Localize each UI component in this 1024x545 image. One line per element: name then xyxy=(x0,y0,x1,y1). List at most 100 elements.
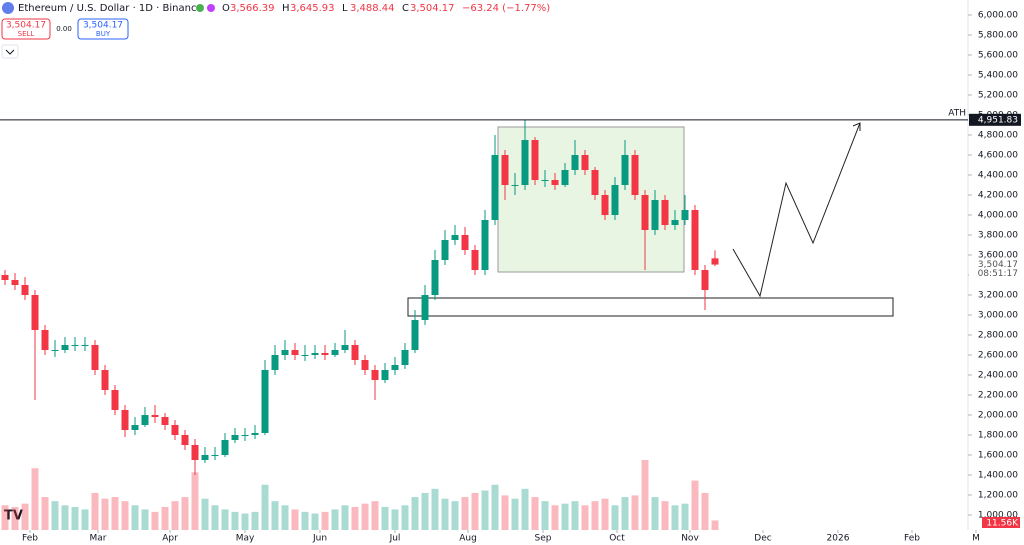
buy-button[interactable] xyxy=(77,18,129,40)
volume-bar xyxy=(691,480,699,530)
volume-bar xyxy=(641,460,649,530)
y-tick-label: 4,200.00 xyxy=(978,191,1018,201)
volume-bar xyxy=(401,505,409,530)
candle-body xyxy=(641,195,649,230)
volume-bar xyxy=(211,505,219,530)
volume-bar xyxy=(101,498,109,530)
volume-bar xyxy=(601,498,609,530)
candle-body xyxy=(581,155,589,170)
y-tick-label: 2,200.00 xyxy=(978,391,1018,401)
x-tick-label: Dec xyxy=(754,534,771,544)
volume-bar xyxy=(491,484,499,530)
candle-body xyxy=(691,210,699,270)
sell-button[interactable] xyxy=(1,18,51,40)
ohlc-change: −63.24 (−1.77%) xyxy=(462,3,550,14)
ohlc-key: H xyxy=(282,3,290,14)
collapse-button[interactable] xyxy=(1,44,19,59)
volume-bar xyxy=(441,498,449,530)
y-tick-label: 2,800.00 xyxy=(978,331,1018,341)
candle-body xyxy=(111,390,119,410)
candle-body xyxy=(281,350,289,355)
y-tick-label: 4,000.00 xyxy=(978,211,1018,221)
y-tick-label: 3,800.00 xyxy=(978,231,1018,241)
y-tick-label: 1,200.00 xyxy=(978,491,1018,501)
candle-body xyxy=(491,155,499,220)
sell-label: SELL xyxy=(18,30,35,38)
volume-bar xyxy=(361,503,369,530)
candle-body xyxy=(681,210,689,220)
y-tick-label: 4,800.00 xyxy=(978,131,1018,141)
volume-bar xyxy=(621,497,629,530)
volume-bar xyxy=(31,468,39,530)
volume-bar xyxy=(351,506,359,530)
volume-bar xyxy=(41,497,49,530)
buy-price: 3,504.17 xyxy=(83,21,123,31)
volume-bar xyxy=(561,503,569,530)
volume-bar xyxy=(141,509,149,530)
candle-body xyxy=(701,270,709,290)
x-tick-label: M xyxy=(972,534,980,544)
status-dot xyxy=(196,4,204,12)
volume-bar xyxy=(631,495,639,530)
candle-body xyxy=(361,360,369,370)
candle-body xyxy=(571,155,579,170)
volume-bar xyxy=(61,505,69,530)
volume-bar xyxy=(381,506,389,530)
volume-bar xyxy=(701,492,709,530)
y-tick-label: 4,600.00 xyxy=(978,151,1018,161)
volume-bar xyxy=(371,501,379,530)
volume-bar xyxy=(321,511,329,530)
volume-bar xyxy=(571,501,579,530)
volume-bar xyxy=(471,492,479,530)
ohlc-value: 3,566.39 xyxy=(230,3,275,14)
volume-bar xyxy=(221,509,229,530)
candle-body xyxy=(291,350,299,355)
x-tick-label: Mar xyxy=(90,534,107,544)
volume-bar xyxy=(21,503,29,530)
volume-bar xyxy=(311,513,319,530)
candle-body xyxy=(161,417,169,425)
candle-body xyxy=(141,415,149,425)
volume-bar xyxy=(461,497,469,530)
volume-bar xyxy=(531,497,539,530)
volume-bar xyxy=(261,484,269,530)
volume-bar xyxy=(481,490,489,530)
volume-bar xyxy=(671,505,679,530)
volume-bar xyxy=(151,511,159,530)
volume-bar xyxy=(541,501,549,530)
volume-label: 11.56K xyxy=(986,519,1019,529)
candle-body xyxy=(181,435,189,445)
volume-bar xyxy=(1,505,9,530)
volume-bar xyxy=(431,488,439,530)
candle-body xyxy=(61,345,69,350)
y-tick-label: 2,000.00 xyxy=(978,411,1018,421)
volume-bar xyxy=(281,505,289,530)
candle-body xyxy=(551,180,559,185)
y-tick-label: 3,600.00 xyxy=(978,251,1018,261)
y-tick-label: 5,200.00 xyxy=(978,91,1018,101)
ohlc-value: 3,645.93 xyxy=(290,3,335,14)
y-tick-label: 5,800.00 xyxy=(978,31,1018,41)
candle-body xyxy=(511,185,519,186)
y-tick-label: 1,000.00 xyxy=(978,511,1018,521)
candle-body xyxy=(81,345,89,346)
candle-body xyxy=(311,353,319,355)
candle-body xyxy=(201,455,209,460)
candle-body xyxy=(331,350,339,355)
last-price-label: 3,504.17 xyxy=(978,260,1018,270)
x-tick-label: May xyxy=(236,534,255,544)
demand-zone xyxy=(407,297,894,317)
x-tick-label: 2026 xyxy=(827,534,850,544)
candle-body xyxy=(601,195,609,215)
volume-bar xyxy=(681,503,689,530)
candle-body xyxy=(51,350,59,351)
candle-body xyxy=(341,345,349,350)
volume-bar xyxy=(111,497,119,530)
ath-name: ATH xyxy=(948,108,966,118)
ohlc-value: 3,504.17 xyxy=(410,3,455,14)
x-tick-label: Nov xyxy=(681,534,699,544)
y-tick-label: 6,000.00 xyxy=(978,11,1018,21)
volume-bar xyxy=(171,501,179,530)
range-box xyxy=(497,126,685,273)
